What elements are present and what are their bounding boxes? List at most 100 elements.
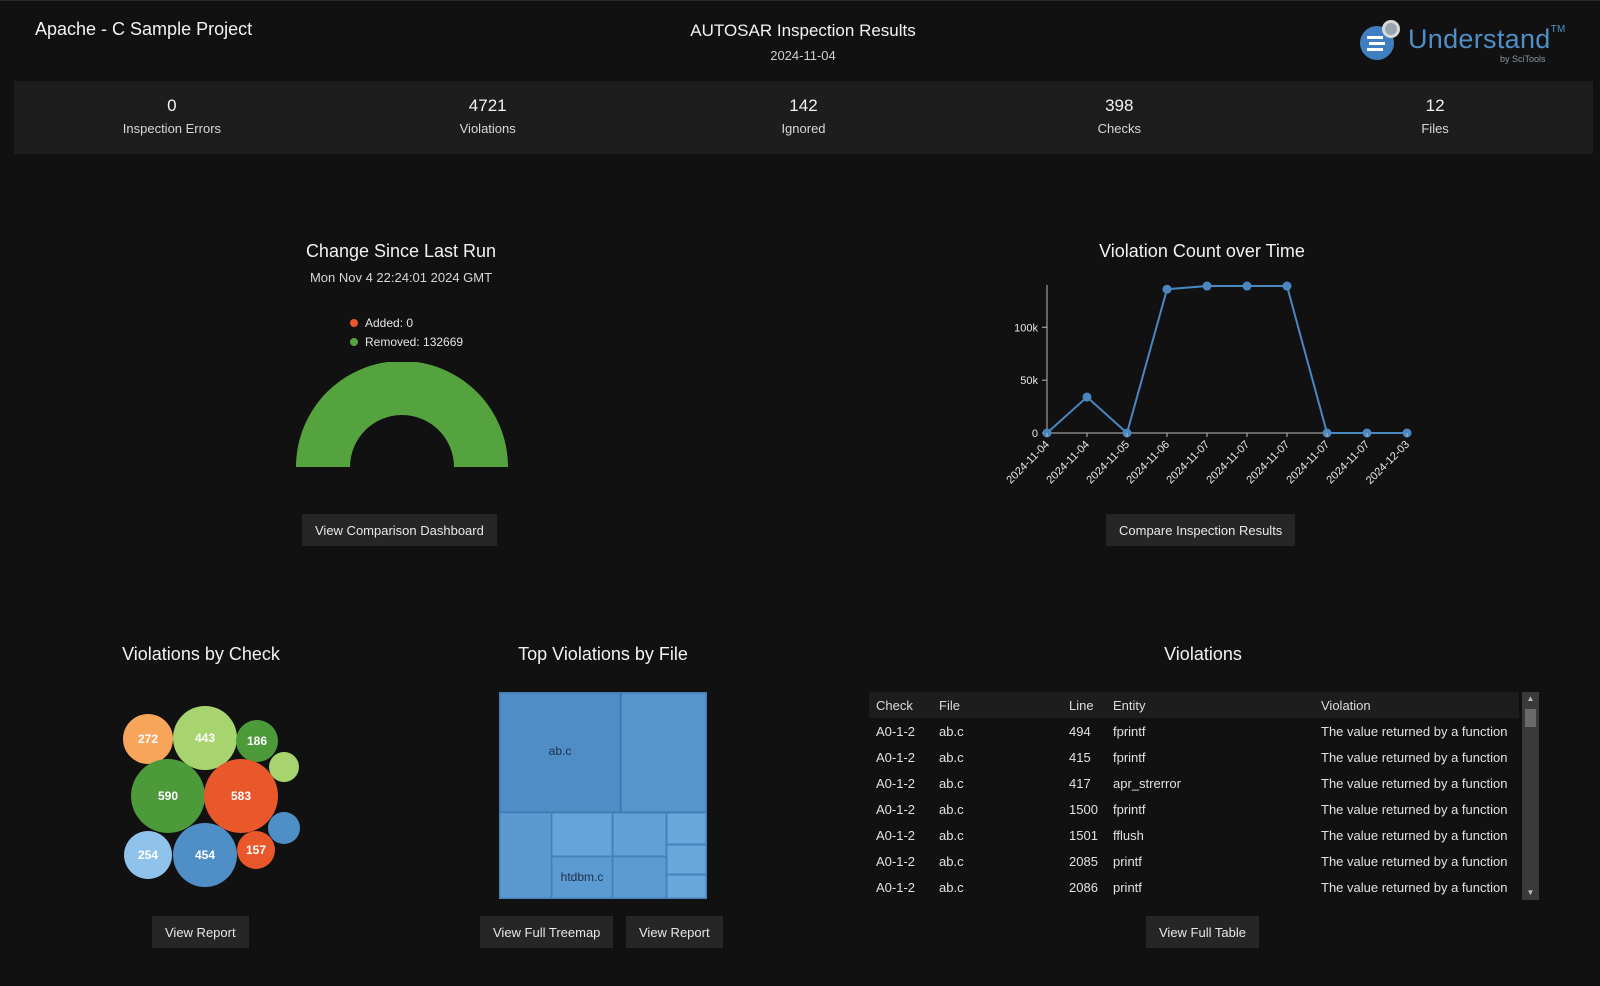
table-scrollbar[interactable]: ▲ ▼: [1522, 692, 1539, 900]
svg-text:htdbm.c: htdbm.c: [561, 870, 604, 884]
column-file[interactable]: File: [939, 697, 960, 713]
cell-check: A0-1-2: [876, 853, 916, 869]
compare-inspection-results-button[interactable]: Compare Inspection Results: [1106, 514, 1296, 546]
svg-text:272: 272: [138, 732, 158, 746]
bubble-454[interactable]: 454: [173, 823, 237, 887]
violation-line-chart: 050k100k2024-11-042024-11-042024-11-0520…: [1004, 281, 1412, 487]
stat-value: 142: [789, 96, 818, 115]
scroll-up-icon[interactable]: ▲: [1526, 694, 1535, 703]
table-row[interactable]: A0-1-2 ab.c 415 fprintf The value return…: [869, 744, 1519, 770]
column-violation[interactable]: Violation: [1321, 697, 1371, 713]
files-view-report-button[interactable]: View Report: [626, 916, 723, 948]
bubble-157[interactable]: 157: [237, 831, 275, 869]
cell-violation: The value returned by a function: [1321, 801, 1508, 817]
cell-check: A0-1-2: [876, 801, 916, 817]
stat-violations: 4721 Violations: [330, 81, 646, 154]
treemap-cell[interactable]: [499, 812, 552, 899]
change-date: Mon Nov 4 22:24:01 2024 GMT: [309, 270, 493, 285]
view-full-table-button[interactable]: View Full Table: [1146, 916, 1259, 948]
stat-ignored: 142 Ignored: [646, 81, 962, 154]
treemap-cell[interactable]: [666, 844, 707, 875]
gauge-removed-arc: [296, 362, 508, 467]
svg-text:157: 157: [246, 843, 266, 857]
data-point: [1242, 281, 1252, 291]
x-tick-label: 2024-12-03: [1364, 439, 1412, 487]
svg-text:590: 590: [158, 789, 178, 803]
table-row[interactable]: A0-1-2 ab.c 494 fprintf The value return…: [869, 718, 1519, 744]
table-row[interactable]: A0-1-2 ab.c 1500 fprintf The value retur…: [869, 796, 1519, 822]
table-row[interactable]: A0-1-2 ab.c 2086 printf The value return…: [869, 874, 1519, 898]
scroll-thumb[interactable]: [1525, 709, 1536, 727]
bubble-254[interactable]: 254: [124, 831, 172, 879]
treemap-cell[interactable]: [620, 692, 707, 813]
column-check[interactable]: Check: [876, 697, 913, 713]
treemap-cell-ab-c[interactable]: ab.c: [499, 692, 621, 813]
cell-check: A0-1-2: [876, 723, 916, 739]
column-entity[interactable]: Entity: [1113, 697, 1146, 713]
cell-violation: The value returned by a function: [1321, 827, 1508, 843]
stat-value: 4721: [468, 96, 507, 115]
stat-label: Violations: [459, 121, 516, 136]
report-date: 2024-11-04: [770, 48, 836, 63]
cell-entity: fprintf: [1113, 801, 1146, 817]
project-title: Apache - C Sample Project: [35, 19, 253, 39]
treemap-cell-htdbm-c[interactable]: htdbm.c: [551, 856, 613, 899]
legend-removed-label: Removed: 132669: [365, 335, 464, 349]
svg-text:254: 254: [138, 848, 158, 862]
cell-entity: fflush: [1113, 827, 1144, 843]
legend-added-label: Added: 0: [365, 316, 414, 330]
y-tick-label: 100k: [1014, 322, 1038, 334]
treemap-cell[interactable]: [666, 874, 707, 899]
file-treemap: ab.c htdbm.c: [499, 692, 707, 899]
change-title: Change Since Last Run: [305, 241, 497, 261]
cell-line: 494: [1069, 723, 1091, 739]
treemap-cell[interactable]: [612, 856, 667, 899]
view-comparison-dashboard-button[interactable]: View Comparison Dashboard: [302, 514, 497, 546]
cell-violation: The value returned by a function: [1321, 775, 1508, 791]
treemap-cell[interactable]: [551, 812, 613, 857]
table-row[interactable]: A0-1-2 ab.c 1501 fflush The value return…: [869, 822, 1519, 848]
column-line[interactable]: Line: [1069, 697, 1094, 713]
y-tick-label: 0: [1032, 428, 1038, 440]
understand-logo: UnderstandTM by SciTools: [1358, 18, 1568, 64]
bubble-590[interactable]: 590: [131, 759, 205, 833]
table-row[interactable]: A0-1-2 ab.c 2085 printf The value return…: [869, 848, 1519, 874]
violations-bubble-chart: 272 443 186 590 583 254 454 157: [123, 706, 300, 887]
cell-file: ab.c: [939, 775, 964, 791]
bubble-443[interactable]: 443: [173, 706, 237, 770]
logo-subtitle: by SciTools: [1500, 54, 1546, 64]
data-point: [1082, 392, 1092, 402]
bubble-272[interactable]: 272: [123, 714, 173, 764]
series-line: [1046, 285, 1407, 435]
cell-violation: The value returned by a function: [1321, 853, 1508, 869]
table-row[interactable]: A0-1-2 ab.c 417 apr_strerror The value r…: [869, 770, 1519, 796]
bubble-186[interactable]: 186: [236, 720, 278, 762]
scroll-down-icon[interactable]: ▼: [1526, 888, 1535, 897]
svg-text:186: 186: [247, 734, 267, 748]
bubble-small-green[interactable]: [269, 752, 299, 782]
stat-label: Inspection Errors: [122, 121, 222, 136]
treemap-cell[interactable]: [612, 812, 667, 857]
top-border: [0, 0, 1600, 1]
bubble-583[interactable]: 583: [204, 759, 278, 833]
bubble-small-blue[interactable]: [268, 812, 300, 844]
cell-violation: The value returned by a function: [1321, 749, 1508, 765]
cell-entity: printf: [1113, 879, 1142, 895]
treemap-cell[interactable]: [666, 812, 707, 845]
svg-text:443: 443: [195, 731, 215, 745]
cell-entity: fprintf: [1113, 723, 1146, 739]
data-point: [1202, 281, 1212, 291]
cell-check: A0-1-2: [876, 775, 916, 791]
cell-check: A0-1-2: [876, 749, 916, 765]
violations-title: Violations: [1164, 644, 1242, 664]
cell-line: 417: [1069, 775, 1091, 791]
svg-text:454: 454: [195, 848, 215, 862]
cell-entity: printf: [1113, 853, 1142, 869]
view-full-treemap-button[interactable]: View Full Treemap: [480, 916, 614, 948]
stat-files: 12 Files: [1277, 81, 1593, 154]
files-title: Top Violations by File: [518, 644, 688, 664]
y-tick-label: 50k: [1020, 375, 1038, 387]
stat-inspection-errors: 0 Inspection Errors: [14, 81, 330, 154]
cell-line: 2085: [1069, 853, 1098, 869]
checks-view-report-button[interactable]: View Report: [152, 916, 249, 948]
